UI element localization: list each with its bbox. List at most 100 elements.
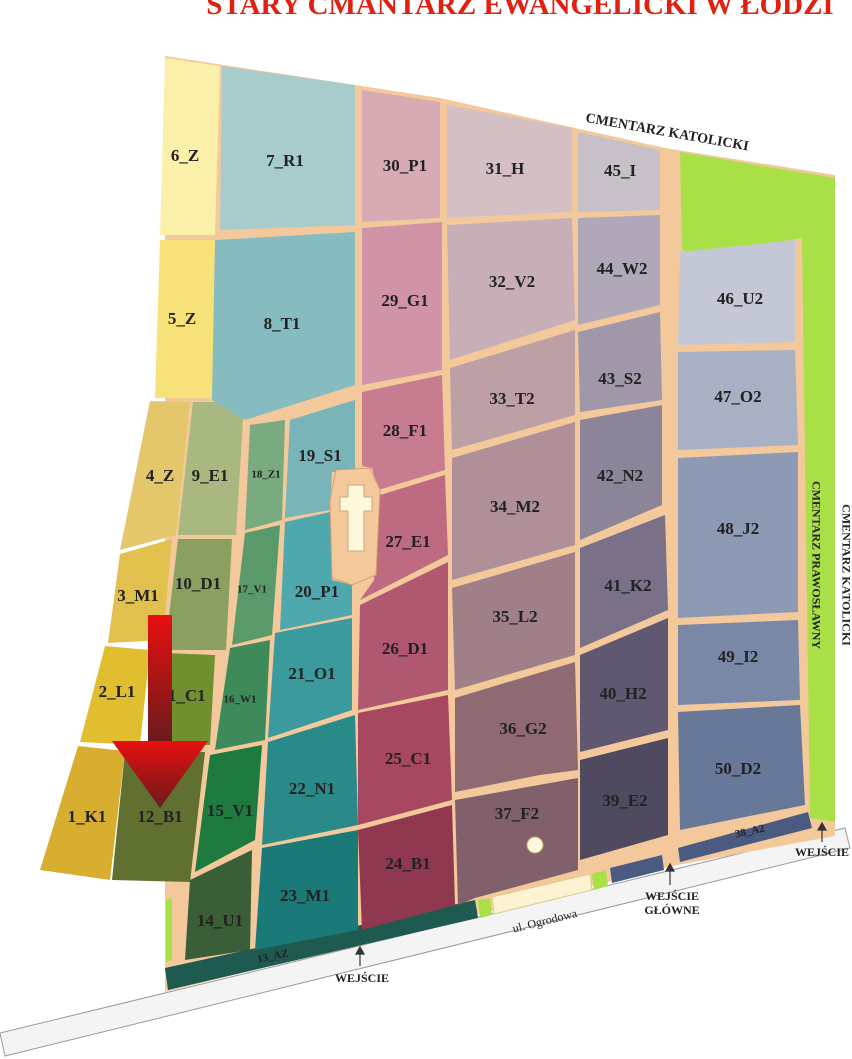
section xyxy=(362,375,445,490)
section xyxy=(578,132,660,212)
section-label: 18_Z1 xyxy=(251,469,280,481)
section xyxy=(578,215,660,325)
section-label: 6_Z xyxy=(171,146,199,165)
location-arrow xyxy=(112,615,208,808)
green-area xyxy=(680,152,835,822)
section xyxy=(360,475,448,600)
section xyxy=(215,640,270,750)
section xyxy=(160,58,220,235)
section xyxy=(155,240,215,398)
section-label: 1_K1 xyxy=(68,807,107,826)
strip xyxy=(592,870,608,890)
section-label: 42_N2 xyxy=(597,466,643,485)
strip xyxy=(491,873,593,915)
section-label: 7_R1 xyxy=(266,151,304,170)
strip xyxy=(166,898,172,962)
section xyxy=(452,552,575,690)
section-label: 45_I xyxy=(604,161,637,180)
arrow-head xyxy=(112,741,208,808)
section xyxy=(358,805,455,930)
section-label: 49_I2 xyxy=(718,647,759,666)
section-label: 34_M2 xyxy=(490,497,540,516)
section xyxy=(245,420,285,530)
neighbor-label: CMENTARZ PRAWOSŁAWNY xyxy=(809,481,823,649)
section-label: 12_B1 xyxy=(137,807,182,826)
section xyxy=(232,525,280,645)
section-label: 35_L2 xyxy=(492,607,537,626)
section xyxy=(455,778,578,905)
entrance-arrows xyxy=(354,821,828,966)
strip xyxy=(165,900,478,990)
map-title: STARY CMANTARZ EWANGELICKI W ŁODZI xyxy=(206,0,833,21)
section-label: 25_C1 xyxy=(385,749,431,768)
section xyxy=(455,662,578,792)
section xyxy=(358,562,448,710)
section-label: 23_M1 xyxy=(280,886,330,905)
section-label: 26_D1 xyxy=(382,639,428,658)
section-label: 33_T2 xyxy=(489,389,534,408)
section xyxy=(178,402,243,535)
section-label: 36_G2 xyxy=(499,719,546,738)
section xyxy=(112,751,205,882)
section-label: 39_E2 xyxy=(602,791,647,810)
section-label: 2_L1 xyxy=(99,682,136,701)
section-label: 19_S1 xyxy=(298,446,341,465)
section-label: 30_P1 xyxy=(383,156,427,175)
section-label: 29_G1 xyxy=(381,291,428,310)
section xyxy=(450,330,575,450)
strip xyxy=(610,855,664,883)
section-label: 4_Z xyxy=(146,466,174,485)
section xyxy=(678,240,795,345)
section xyxy=(165,539,232,650)
section xyxy=(447,218,575,360)
neighbor-label: CMENTARZ KATOLICKI xyxy=(839,504,852,646)
section xyxy=(212,232,355,420)
section-label: 47_O2 xyxy=(714,387,761,406)
section-label: 43_S2 xyxy=(598,369,641,388)
arrow-shaft xyxy=(148,615,172,743)
section xyxy=(580,515,668,648)
section xyxy=(280,512,352,630)
section-label: 9_E1 xyxy=(192,466,229,485)
section xyxy=(580,618,668,752)
section-label: 22_N1 xyxy=(289,779,335,798)
section xyxy=(678,705,805,830)
section xyxy=(285,400,355,518)
section-label: 28_F1 xyxy=(383,421,427,440)
entrance-label: WEJŚCIE xyxy=(795,845,849,859)
entrance-label: GŁÓWNE xyxy=(644,903,699,917)
section xyxy=(120,401,190,550)
section xyxy=(362,90,440,222)
section-label: 15_V1 xyxy=(207,801,253,820)
section-label: 48_J2 xyxy=(717,519,760,538)
section xyxy=(580,405,662,540)
section-label: 16_W1 xyxy=(224,694,257,706)
section xyxy=(262,715,358,845)
section xyxy=(195,745,262,872)
section-label: 44_W2 xyxy=(597,259,648,278)
section-label: 50_D2 xyxy=(715,759,761,778)
entrance-label: WEJŚCIE xyxy=(645,889,699,903)
section xyxy=(185,850,252,960)
section xyxy=(220,66,355,230)
entrance-label: WEJŚCIE xyxy=(335,971,389,985)
section xyxy=(678,350,798,450)
section xyxy=(678,620,800,705)
section xyxy=(447,105,572,218)
chapel xyxy=(339,484,373,552)
section-label: 46_U2 xyxy=(717,289,763,308)
section xyxy=(678,452,798,618)
section-label: 21_O1 xyxy=(288,664,335,683)
section-label: 31_H xyxy=(486,159,525,178)
section-label: 37_F2 xyxy=(495,804,539,823)
section xyxy=(578,312,662,412)
section-label: 32_V2 xyxy=(489,272,535,291)
section-label: 14_U1 xyxy=(197,911,243,930)
section-label: 27_E1 xyxy=(385,532,430,551)
section-label: 24_B1 xyxy=(385,854,430,873)
section xyxy=(268,618,352,738)
section-label: 17_V1 xyxy=(237,584,267,596)
section-label: 5_Z xyxy=(168,309,196,328)
monument xyxy=(526,836,544,854)
